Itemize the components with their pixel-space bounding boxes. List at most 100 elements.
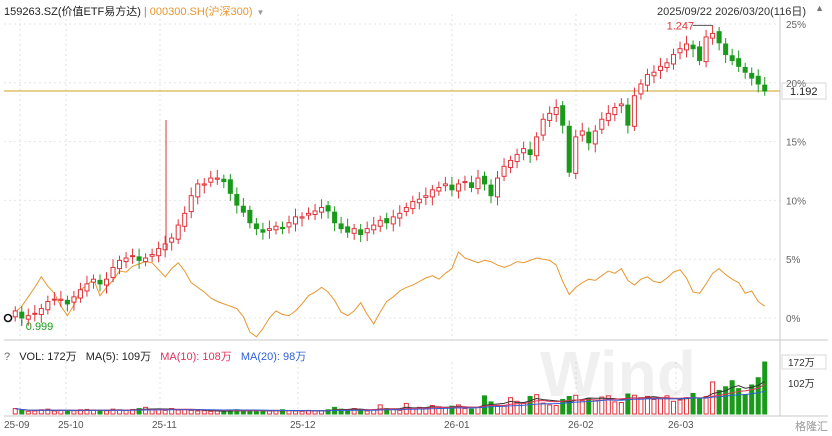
volume-bar	[32, 410, 38, 415]
candle-body	[32, 312, 38, 315]
candle-body	[566, 125, 572, 173]
candle-body	[644, 74, 650, 86]
candle-body	[292, 216, 299, 225]
candle-body	[260, 229, 266, 233]
date-range-label: 2025/09/22 2026/03/20(116日)	[656, 6, 806, 18]
y-tick-label: 10%	[786, 196, 806, 207]
candle-body	[51, 298, 57, 301]
candle-body	[618, 103, 624, 107]
volume-bar	[279, 409, 285, 415]
volume-bar	[312, 410, 318, 415]
ma5-label: MA(5): 109万	[85, 351, 152, 363]
candle-body	[579, 130, 585, 136]
volume-bar	[677, 399, 683, 415]
volume-bar	[573, 394, 579, 415]
candle-body	[605, 112, 611, 121]
vol-label: VOL: 172万	[19, 351, 77, 363]
volume-bar	[742, 394, 748, 415]
candle-body	[690, 44, 696, 50]
candle-body	[162, 243, 168, 251]
volume-bar	[286, 410, 292, 415]
volume-bar	[638, 397, 644, 415]
candle-body	[130, 255, 136, 258]
candle-body	[710, 32, 716, 39]
help-icon[interactable]: ?	[4, 351, 11, 363]
volume-bar	[664, 395, 670, 415]
legend-dropdown-icon[interactable]: ▼	[256, 8, 265, 17]
current-price-label: 1.192	[790, 86, 818, 98]
candle-body	[266, 228, 272, 231]
index-series-label: 000300.SH(沪深300)	[149, 6, 253, 18]
candle-body	[508, 159, 514, 168]
volume-bar	[468, 408, 474, 415]
candle-body	[64, 299, 70, 305]
volume-bar	[631, 394, 637, 415]
candle-body	[534, 136, 540, 157]
volume-bar	[703, 395, 709, 415]
volume-bar	[397, 409, 403, 415]
candle-body	[90, 278, 96, 283]
candle-body	[553, 106, 559, 116]
candle-body	[71, 296, 77, 303]
candle-body	[332, 211, 338, 224]
candle-body	[481, 175, 488, 185]
candle-body	[123, 257, 129, 263]
volume-bar	[110, 408, 116, 415]
volume-bar	[488, 401, 494, 415]
candle-body	[306, 212, 312, 216]
candle-body	[208, 177, 214, 183]
volume-bar	[136, 408, 142, 415]
candle-body	[77, 289, 83, 299]
candle-body	[19, 311, 25, 319]
volume-bar	[266, 410, 272, 415]
candle-body	[136, 256, 142, 261]
x-tick-label: 25-11	[152, 420, 177, 431]
volume-bar	[292, 410, 299, 415]
candle-body	[749, 72, 755, 79]
volume-bar	[651, 398, 657, 415]
candle-body	[684, 43, 690, 51]
candle-body	[592, 130, 598, 145]
candle-body	[449, 184, 455, 191]
candle-body	[234, 194, 240, 206]
volume-bar	[736, 388, 742, 415]
low-annotation-label: 0.999	[26, 321, 54, 333]
volume-bar	[123, 409, 129, 415]
wind-watermark: Wind	[540, 338, 696, 410]
volume-bar	[162, 409, 168, 415]
volume-bar	[605, 395, 611, 415]
candle-body	[586, 131, 592, 144]
candle-body	[677, 48, 683, 54]
volume-bar	[527, 395, 533, 415]
volume-bar	[195, 410, 201, 415]
volume-bar	[364, 410, 370, 415]
candle-body	[103, 278, 110, 286]
ma10-label: MA(10): 108万	[160, 351, 232, 363]
candle-body	[462, 181, 468, 184]
low-marker-icon	[3, 313, 13, 323]
volume-bar	[84, 408, 90, 415]
volume-bar	[103, 410, 110, 415]
volume-bar	[618, 402, 624, 415]
candle-body	[540, 118, 546, 136]
volume-bar	[475, 406, 481, 415]
candle-body	[45, 301, 51, 311]
candle-body	[664, 62, 670, 69]
volume-bar	[449, 405, 455, 415]
candle-body	[97, 279, 103, 285]
candle-body	[703, 36, 709, 63]
candle-body	[716, 31, 722, 44]
volume-bar	[710, 381, 716, 415]
volume-bar	[455, 404, 461, 415]
candle-body	[201, 183, 207, 186]
current-price-box	[781, 82, 827, 100]
candle-body	[468, 182, 474, 188]
volume-bar	[560, 398, 566, 415]
volume-bar	[670, 400, 677, 415]
candle-body	[364, 228, 370, 234]
chevron-up-icon[interactable]: ▲	[815, 3, 824, 13]
candle-body	[488, 184, 494, 197]
candle-body	[175, 224, 181, 240]
x-tick-label: 25-10	[58, 420, 84, 431]
candle-body	[625, 104, 631, 126]
